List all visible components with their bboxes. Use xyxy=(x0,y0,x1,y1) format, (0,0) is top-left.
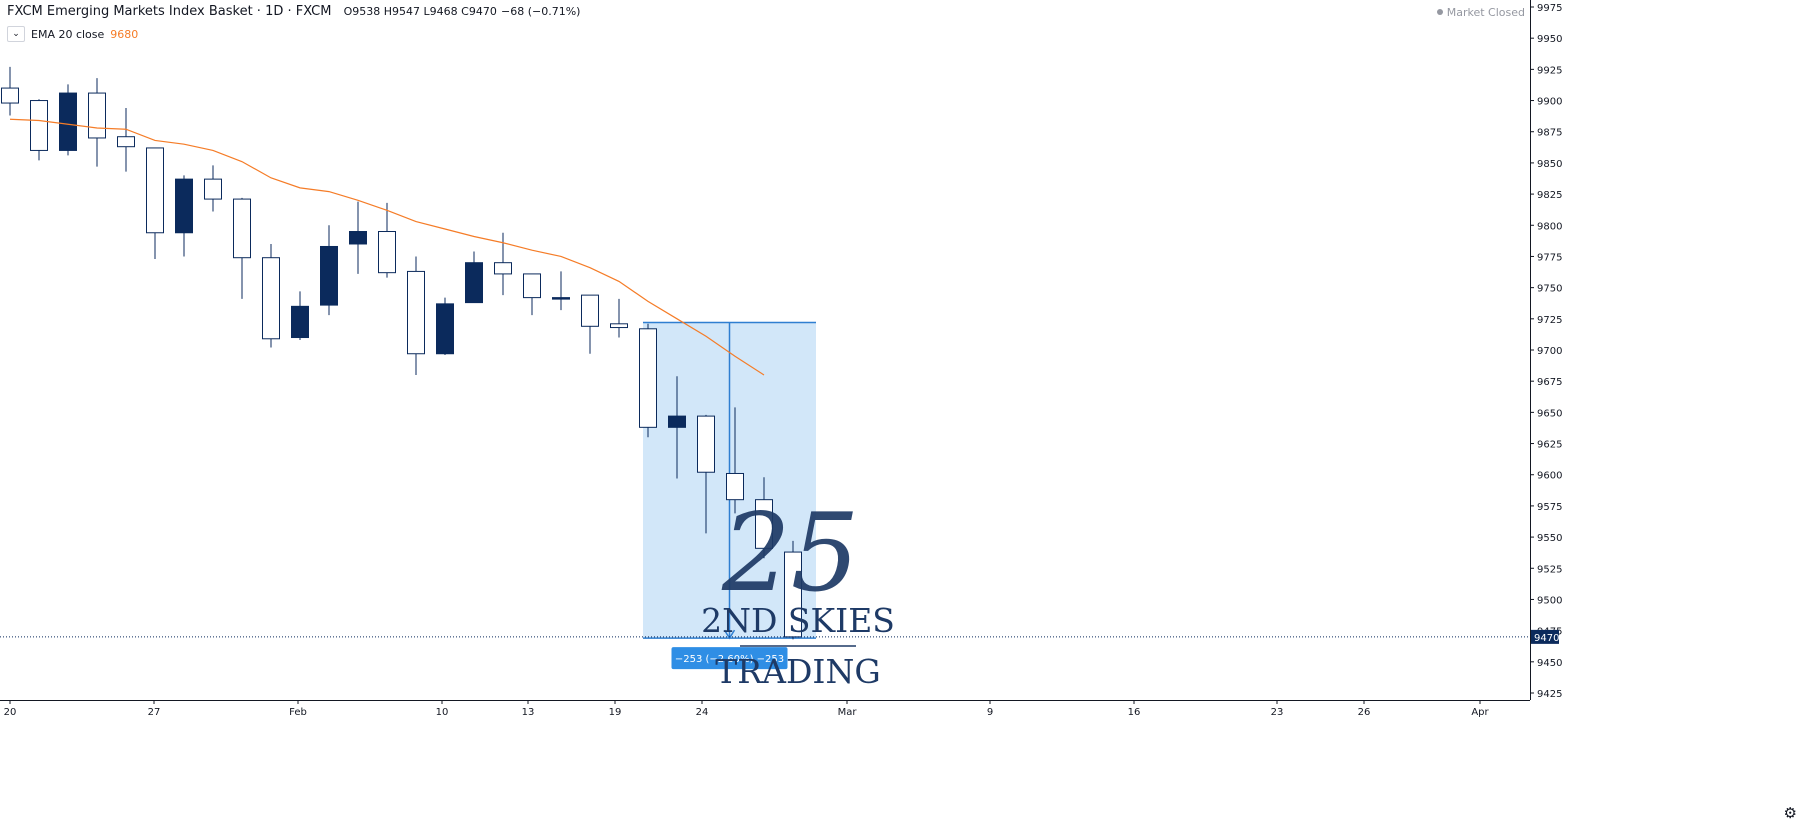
market-status: Market Closed xyxy=(1436,6,1525,19)
price-range-measure: −253 (−2.60%) −253 xyxy=(643,321,816,670)
price-tick-label: 9825 xyxy=(1537,190,1562,201)
price-tick-label: 9600 xyxy=(1537,471,1562,482)
gear-icon[interactable]: ⚙ xyxy=(1783,804,1797,822)
ohlc-values: O9538 H9547 L9468 C9470 xyxy=(343,5,497,18)
candle-body xyxy=(668,415,686,428)
candles-layer xyxy=(1,66,802,640)
candle-body xyxy=(610,323,628,329)
measure-label-bg xyxy=(671,647,788,670)
price-tick-label: 9850 xyxy=(1537,159,1562,170)
change-value: −68 (−0.71%) xyxy=(500,5,581,18)
price-tick-label: 9975 xyxy=(1537,3,1562,14)
time-tick-label: 20 xyxy=(4,707,17,718)
time-tick-label: Mar xyxy=(838,707,858,718)
time-axis[interactable]: 20 27 Feb 10 13 19 24 Mar 9 16 23 26 Apr xyxy=(0,700,1530,718)
ema-line xyxy=(9,118,765,376)
ema-layer xyxy=(9,118,765,376)
indicator-value: 9680 xyxy=(110,27,139,41)
candle-body xyxy=(1,87,19,104)
price-tick-label: 9725 xyxy=(1537,315,1562,326)
price-tick-label: 9925 xyxy=(1537,65,1562,76)
status-dot-icon xyxy=(1436,9,1443,15)
candle-body xyxy=(465,262,483,304)
candle-body xyxy=(291,305,309,339)
candle-body xyxy=(407,270,425,355)
candle-body xyxy=(117,136,135,148)
candle-body xyxy=(30,100,48,151)
price-tick-label: 9950 xyxy=(1537,34,1562,45)
candle-body xyxy=(697,415,715,473)
candle-body xyxy=(639,328,657,428)
price-tick-label: 9625 xyxy=(1537,440,1562,451)
candle-body xyxy=(59,92,77,151)
time-tick-label: Apr xyxy=(1471,707,1489,718)
price-tick-label: 9800 xyxy=(1537,221,1562,232)
candle-body xyxy=(233,198,251,259)
price-tick-label: 9425 xyxy=(1537,689,1562,700)
candle-body xyxy=(175,178,193,234)
candle-body xyxy=(146,147,164,234)
last-price-label: 9470 xyxy=(1534,633,1559,644)
price-tick-label: 9450 xyxy=(1537,658,1562,669)
price-tick-label: 9575 xyxy=(1537,502,1562,513)
candle-body xyxy=(204,178,222,200)
watermark-line1: 2ND SKIES xyxy=(701,601,895,640)
time-tick-label: 23 xyxy=(1271,707,1284,718)
price-axis[interactable]: 9425945094759500952595509575960096259650… xyxy=(0,0,1562,700)
candle-body xyxy=(349,231,367,245)
candle-body xyxy=(262,257,280,340)
price-tick-label: 9700 xyxy=(1537,346,1562,357)
time-tick-label: 13 xyxy=(522,707,535,718)
price-tick-label: 9875 xyxy=(1537,128,1562,139)
candle-body xyxy=(494,262,512,275)
price-tick-label: 9550 xyxy=(1537,533,1562,544)
time-tick-label: 27 xyxy=(148,707,161,718)
price-tick-label: 9525 xyxy=(1537,564,1562,575)
chart-header: FXCM Emerging Markets Index Basket · 1D … xyxy=(7,4,580,19)
candle-body xyxy=(726,472,744,501)
candle-body xyxy=(88,92,106,139)
time-tick-label: 10 xyxy=(436,707,449,718)
candle-body xyxy=(755,499,773,549)
indicator-legend[interactable]: ⌄ EMA 20 close 9680 xyxy=(7,26,138,42)
last-price-badge xyxy=(1531,629,1559,644)
price-tick-label: 9900 xyxy=(1537,97,1562,108)
candle-body xyxy=(320,245,338,306)
time-tick-label: Feb xyxy=(289,707,307,718)
candle-body xyxy=(552,297,570,300)
candle-body xyxy=(436,303,454,355)
chevron-down-icon[interactable]: ⌄ xyxy=(7,26,25,42)
candle-body xyxy=(581,294,599,327)
price-tick-label: 9675 xyxy=(1537,377,1562,388)
time-tick-label: 26 xyxy=(1358,707,1371,718)
logo-mark-text: 25 xyxy=(721,491,859,616)
price-tick-label: 9500 xyxy=(1537,595,1562,606)
candle-body xyxy=(523,273,541,299)
measure-label: −253 (−2.60%) −253 xyxy=(675,654,784,665)
watermark-line2: TRADING xyxy=(715,652,880,691)
arrow-down-icon xyxy=(723,629,736,640)
time-tick-label: 16 xyxy=(1128,707,1141,718)
time-tick-label: 19 xyxy=(609,707,622,718)
time-tick-label: 24 xyxy=(696,707,709,718)
price-tick-label: 9775 xyxy=(1537,252,1562,263)
candle-body xyxy=(378,231,396,274)
market-status-text: Market Closed xyxy=(1446,6,1525,19)
indicator-label: EMA 20 close xyxy=(31,27,105,41)
price-tick-label: 9650 xyxy=(1537,408,1562,419)
symbol-title: FXCM Emerging Markets Index Basket · 1D … xyxy=(7,4,332,19)
price-tick-label: 9750 xyxy=(1537,284,1562,295)
time-tick-label: 9 xyxy=(987,707,993,718)
